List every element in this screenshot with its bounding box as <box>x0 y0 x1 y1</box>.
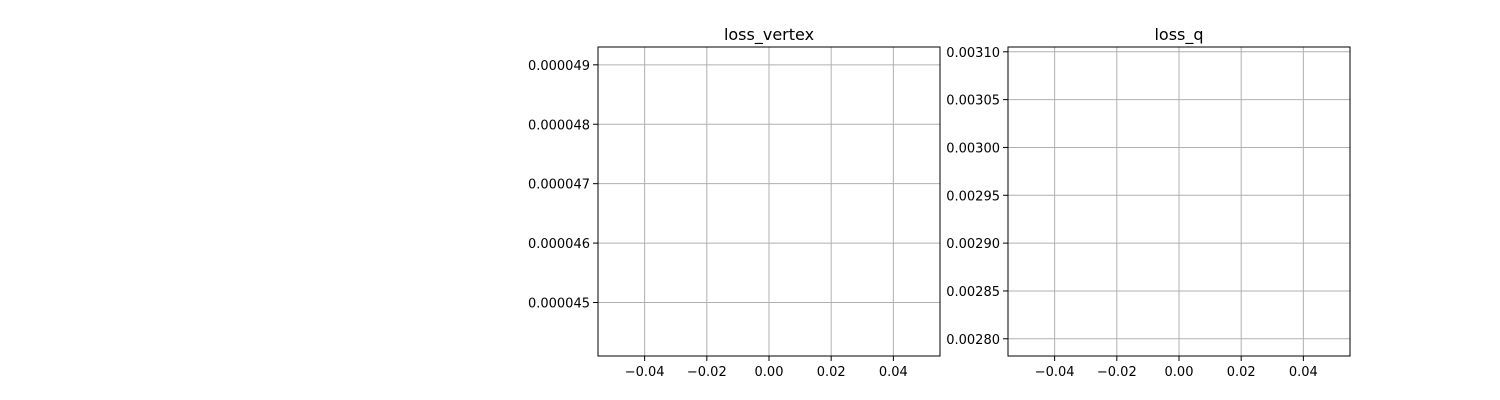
x-tick-label: −0.04 <box>625 365 665 380</box>
x-tick-label: 0.04 <box>1289 365 1318 380</box>
x-tick-label: 0.02 <box>1227 365 1256 380</box>
subplot-loss-q: loss_q −0.04 −0.02 0.00 0.02 0.04 0.00280 0.00… <box>946 25 1351 380</box>
y-tick-label: 0.00290 <box>946 237 1000 252</box>
subplot-loss-vertex: loss_vertex −0.04 −0.02 0.00 0.02 0.04 0.0000… <box>528 25 941 380</box>
x-tick-label: 0.00 <box>1165 365 1194 380</box>
y-tick-label: 0.000046 <box>528 237 590 252</box>
y-tick-label: 0.000049 <box>528 59 590 74</box>
y-tick-label: 0.00285 <box>946 285 1000 300</box>
subplot-title: loss_q <box>1154 25 1203 45</box>
x-tick-label: −0.02 <box>687 365 727 380</box>
y-tick-label: 0.00310 <box>946 46 1000 61</box>
x-tick-label: 0.02 <box>817 365 846 380</box>
x-tick-label: −0.02 <box>1097 365 1137 380</box>
y-tick-label: 0.000048 <box>528 118 590 133</box>
y-tick-label: 0.00295 <box>946 189 1000 204</box>
y-tick-label: 0.00305 <box>946 94 1000 109</box>
y-tick-label: 0.00280 <box>946 333 1000 348</box>
y-tick-label: 0.00300 <box>946 141 1000 156</box>
x-tick-label: −0.04 <box>1035 365 1075 380</box>
subplot-title: loss_vertex <box>724 25 814 45</box>
x-tick-label: 0.00 <box>755 365 784 380</box>
x-tick-label: 0.04 <box>879 365 908 380</box>
y-tick-label: 0.000045 <box>528 297 590 312</box>
y-tick-label: 0.000047 <box>528 178 590 193</box>
